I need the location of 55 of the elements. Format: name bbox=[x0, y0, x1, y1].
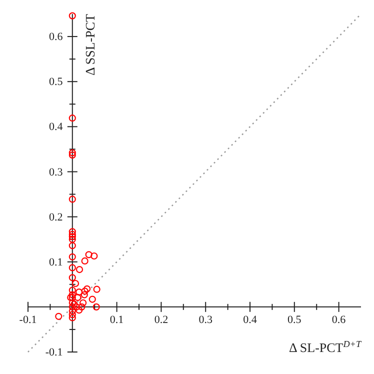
point bbox=[85, 251, 92, 258]
point bbox=[81, 288, 88, 295]
point bbox=[76, 288, 83, 296]
point bbox=[68, 299, 76, 306]
x-tick-label: 0.1 bbox=[110, 314, 124, 326]
point bbox=[68, 286, 76, 294]
point bbox=[76, 266, 84, 274]
point bbox=[68, 264, 76, 272]
point bbox=[68, 291, 76, 298]
point bbox=[68, 303, 76, 310]
point bbox=[68, 152, 76, 159]
point bbox=[68, 233, 76, 240]
y-tick-label: 0.2 bbox=[49, 211, 63, 224]
point bbox=[70, 300, 78, 308]
point bbox=[74, 294, 82, 302]
y-tick-label: 0.5 bbox=[49, 76, 64, 88]
x-tick-label: -0.1 bbox=[19, 314, 37, 326]
y-tick-label: 0.6 bbox=[49, 31, 64, 44]
point bbox=[72, 303, 80, 310]
point bbox=[80, 291, 88, 298]
y-tick-label: 0.1 bbox=[49, 256, 63, 268]
y-axis-title: Δ SSL-PCT bbox=[82, 14, 98, 76]
point bbox=[68, 253, 76, 260]
point bbox=[68, 314, 76, 322]
x-tick-label: 0.2 bbox=[154, 314, 168, 326]
point bbox=[78, 303, 86, 310]
point bbox=[68, 242, 76, 250]
point bbox=[68, 228, 76, 236]
y-tick-label: 0.4 bbox=[49, 121, 64, 134]
point bbox=[90, 252, 98, 260]
x-tick-label: 0.4 bbox=[243, 314, 258, 326]
x-axis-title: Δ SL-PCT$^{D+T}$ bbox=[289, 339, 362, 355]
y-tick-label: -0.1 bbox=[45, 346, 63, 359]
point bbox=[92, 303, 100, 310]
x-tick-label: 0.6 bbox=[332, 314, 346, 326]
point bbox=[68, 230, 76, 238]
point bbox=[68, 196, 76, 203]
point bbox=[84, 285, 91, 292]
point bbox=[68, 12, 76, 20]
point bbox=[81, 257, 88, 265]
point bbox=[68, 149, 76, 156]
y-tick-label: 0.3 bbox=[49, 166, 64, 178]
point bbox=[93, 286, 100, 293]
point bbox=[80, 299, 87, 306]
x-tick-label: 0.3 bbox=[198, 314, 213, 326]
point bbox=[68, 236, 76, 243]
point bbox=[88, 296, 96, 303]
point bbox=[55, 312, 62, 320]
point bbox=[68, 311, 76, 318]
point bbox=[68, 114, 76, 122]
point bbox=[76, 306, 83, 314]
x-tick-label: 0.5 bbox=[288, 314, 302, 326]
point bbox=[72, 280, 80, 288]
point bbox=[68, 307, 76, 315]
point bbox=[68, 274, 76, 282]
